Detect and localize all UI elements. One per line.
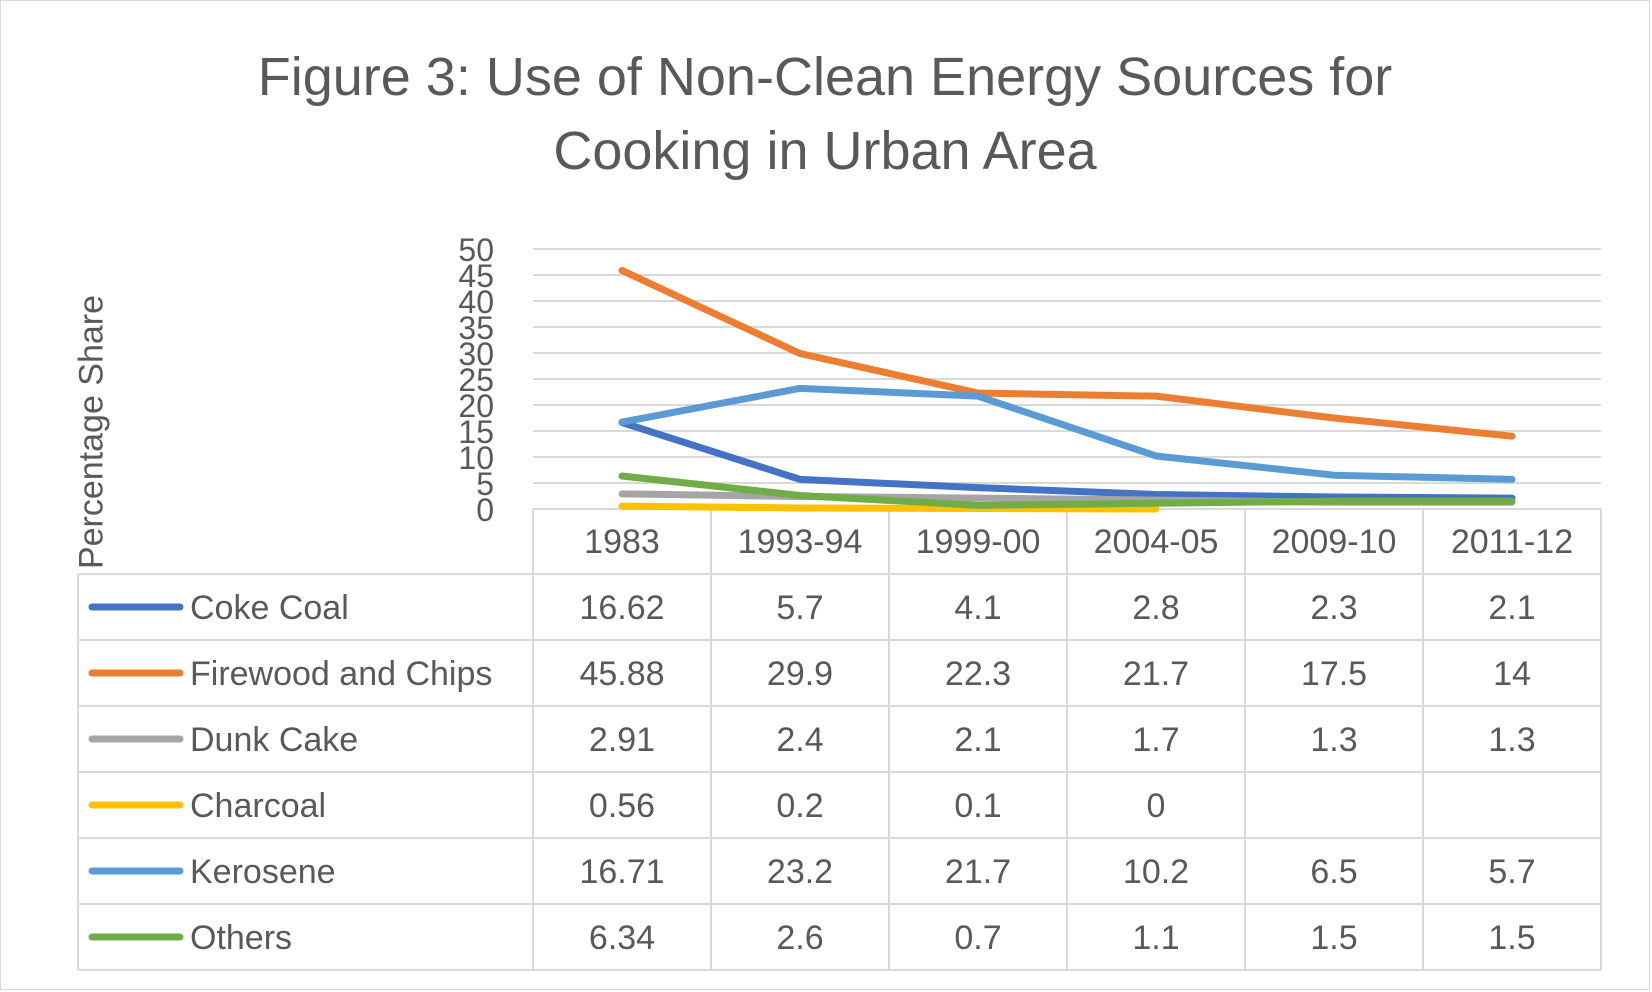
x-category-label: 2011-12 xyxy=(1451,523,1573,561)
table-value: 1.3 xyxy=(1310,721,1357,759)
table-value: 1.7 xyxy=(1132,721,1179,759)
table-value: 2.6 xyxy=(776,919,823,957)
table-value: 1.5 xyxy=(1310,919,1357,957)
x-category-label: 2004-05 xyxy=(1094,523,1219,561)
x-category-label: 1983 xyxy=(584,523,660,561)
y-tick-label: 15 xyxy=(458,414,494,450)
table-value: 2.1 xyxy=(954,721,1001,759)
series-line xyxy=(618,502,1160,513)
table-value: 6.5 xyxy=(1310,853,1357,891)
y-tick-label: 20 xyxy=(458,388,494,424)
x-category-label: 1999-00 xyxy=(916,523,1041,561)
table-value: 16.62 xyxy=(579,589,664,627)
y-tick-label: 45 xyxy=(458,258,494,294)
legend-series-name: Charcoal xyxy=(190,787,326,825)
table-value: 2.8 xyxy=(1132,589,1179,627)
table-value: 29.9 xyxy=(767,655,833,693)
table-value: 21.7 xyxy=(945,853,1011,891)
y-tick-label: 40 xyxy=(458,284,494,320)
table-value: 21.7 xyxy=(1123,655,1189,693)
series-line xyxy=(618,419,1516,502)
series-line xyxy=(618,266,1516,440)
legend-series-name: Dunk Cake xyxy=(190,721,358,759)
table-value: 2.4 xyxy=(776,721,823,759)
legend-series-name: Kerosene xyxy=(190,853,336,891)
y-tick-label: 5 xyxy=(476,466,494,502)
x-category-label: 1993-94 xyxy=(738,523,863,561)
table-value: 5.7 xyxy=(776,589,823,627)
y-tick-label: 50 xyxy=(458,232,494,268)
legend-series-name: Coke Coal xyxy=(190,589,349,627)
table-value: 0.2 xyxy=(776,787,823,825)
table-value: 2.91 xyxy=(589,721,655,759)
series-line xyxy=(618,472,1516,509)
table-value: 4.1 xyxy=(954,589,1001,627)
table-value: 0.56 xyxy=(589,787,655,825)
table-value: 1.3 xyxy=(1488,721,1535,759)
table-value: 17.5 xyxy=(1301,655,1367,693)
y-tick-label: 0 xyxy=(476,492,494,528)
legend-series-name: Others xyxy=(190,919,292,957)
table-value: 0.7 xyxy=(954,919,1001,957)
table-value: 2.1 xyxy=(1488,589,1535,627)
table-value: 6.34 xyxy=(589,919,655,957)
y-tick-label: 10 xyxy=(458,440,494,476)
table-value: 45.88 xyxy=(579,655,664,693)
chart-title: Figure 3: Use of Non-Clean Energy Source… xyxy=(257,47,1393,181)
table-value: 5.7 xyxy=(1488,853,1535,891)
y-tick-label: 30 xyxy=(458,336,494,372)
table-value: 1.1 xyxy=(1132,919,1179,957)
y-tick-label: 35 xyxy=(458,310,494,346)
table-value: 1.5 xyxy=(1488,919,1535,957)
table-value: 22.3 xyxy=(945,655,1011,693)
series-line xyxy=(618,384,1516,483)
legend-series-name: Firewood and Chips xyxy=(190,655,492,693)
x-category-label: 2009-10 xyxy=(1272,523,1397,561)
table-value: 0.1 xyxy=(954,787,1001,825)
table-value: 0 xyxy=(1147,787,1166,825)
table-value: 23.2 xyxy=(767,853,833,891)
table-value: 16.71 xyxy=(579,853,664,891)
table-value: 10.2 xyxy=(1123,853,1189,891)
table-value: 2.3 xyxy=(1310,589,1357,627)
table-value: 14 xyxy=(1493,655,1531,693)
y-tick-label: 25 xyxy=(458,362,494,398)
